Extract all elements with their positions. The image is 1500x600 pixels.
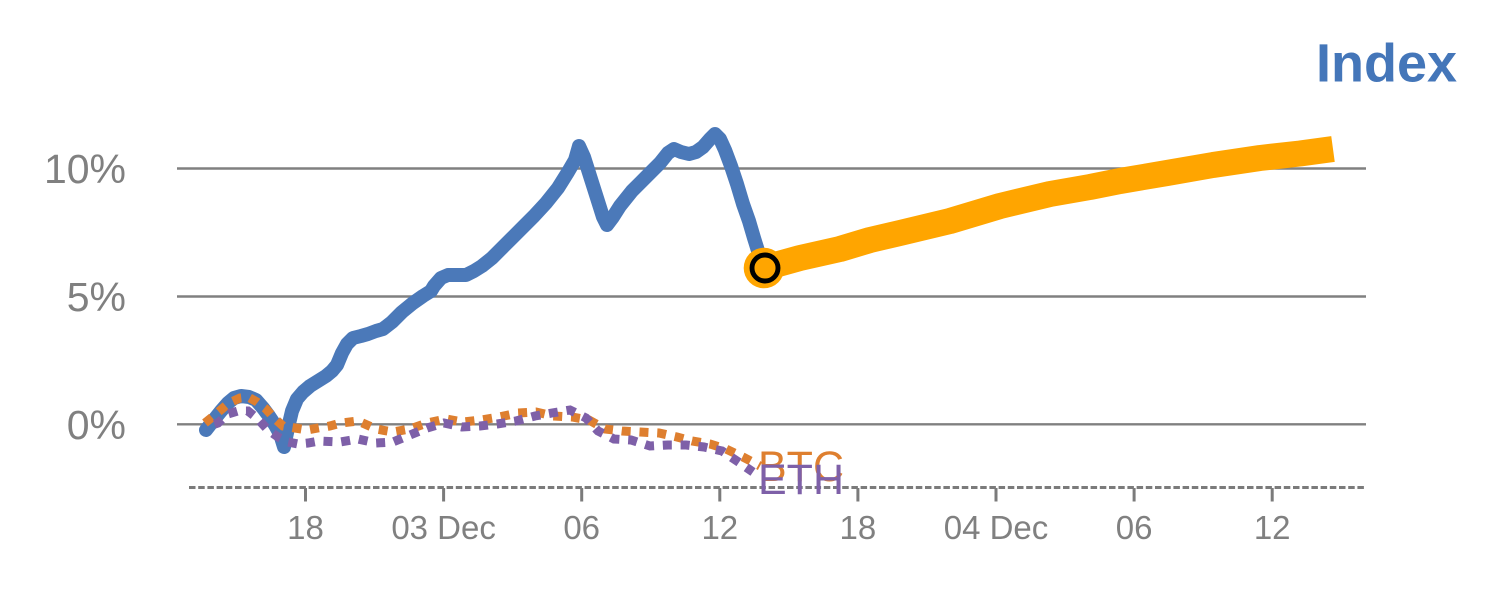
svg-text:BTC: BTC <box>758 443 844 491</box>
svg-text:12: 12 <box>1254 509 1291 546</box>
svg-text:03 Dec: 03 Dec <box>391 509 496 546</box>
svg-text:04 Dec: 04 Dec <box>944 509 1049 546</box>
svg-text:06: 06 <box>563 509 600 546</box>
svg-text:18: 18 <box>287 509 324 546</box>
svg-text:06: 06 <box>1116 509 1153 546</box>
svg-text:5%: 5% <box>67 274 126 320</box>
svg-text:18: 18 <box>840 509 877 546</box>
svg-text:0%: 0% <box>67 402 126 448</box>
svg-text:10%: 10% <box>44 146 126 192</box>
svg-text:Index: Index <box>1316 34 1457 94</box>
svg-text:12: 12 <box>701 509 738 546</box>
svg-text:ETH: ETH <box>758 456 844 504</box>
